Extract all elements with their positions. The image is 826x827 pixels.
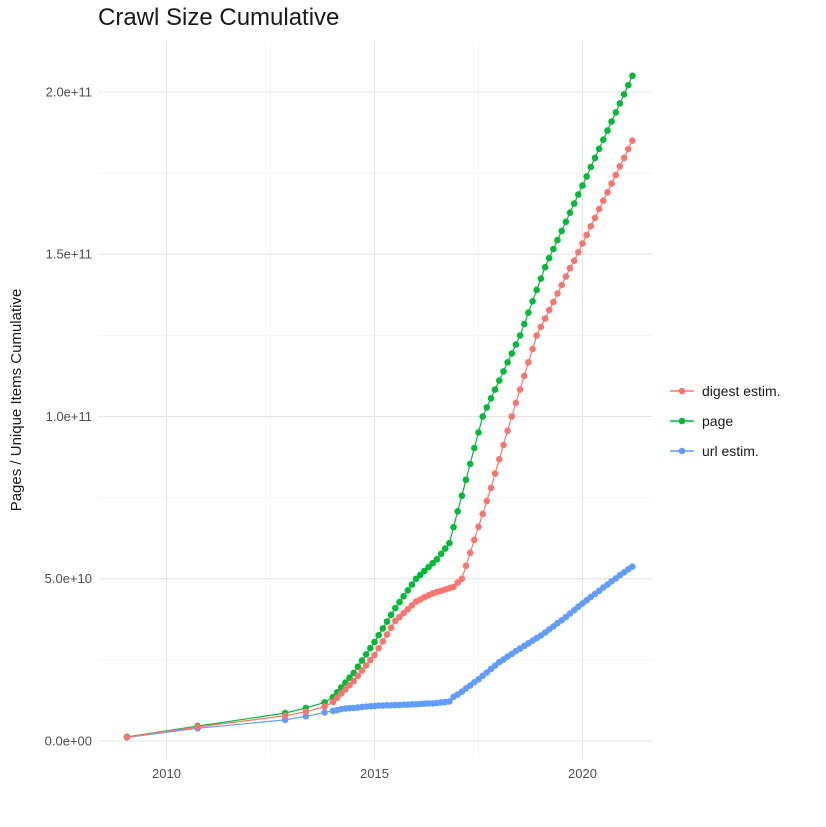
x-tick-label: 2015 xyxy=(360,766,389,781)
y-tick-label: 5.0e+10 xyxy=(45,571,92,586)
legend-key-icon-digest xyxy=(670,387,694,395)
x-tick-label: 2010 xyxy=(152,766,181,781)
chart-title: Crawl Size Cumulative xyxy=(98,4,340,31)
y-tick-label: 2.0e+11 xyxy=(46,85,92,100)
series-digest-estim- xyxy=(123,137,636,741)
legend-item-digest-estim: digest estim. xyxy=(670,383,781,399)
y-tick-label: 1.0e+11 xyxy=(46,409,92,424)
legend-key-icon-page xyxy=(670,417,694,425)
x-tick-label: 2020 xyxy=(568,766,597,781)
data-series xyxy=(123,72,636,741)
legend-key-icon-url xyxy=(670,447,694,455)
series-url-estim- xyxy=(123,563,636,741)
legend-item-label: page xyxy=(702,413,734,429)
legend: digest estim. page url estim. xyxy=(670,383,781,473)
y-tick-label: 1.5e+11 xyxy=(46,247,92,262)
legend-item-page: page xyxy=(670,413,781,429)
legend-item-label: digest estim. xyxy=(702,383,781,399)
y-axis-title: Pages / Unique Items Cumulative xyxy=(8,289,25,512)
major-gridlines xyxy=(98,42,652,758)
legend-item-label: url estim. xyxy=(702,443,759,459)
series-page xyxy=(123,72,636,741)
legend-item-url-estim: url estim. xyxy=(670,443,781,459)
y-tick-label: 0.0e+00 xyxy=(45,734,92,749)
